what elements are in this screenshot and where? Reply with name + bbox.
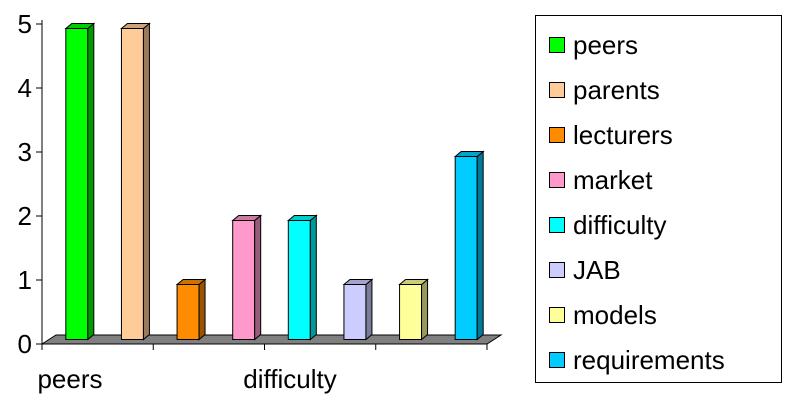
- legend-swatch: [549, 352, 565, 368]
- bar-side: [254, 214, 262, 341]
- legend-item-peers: peers: [549, 30, 638, 60]
- y-tick-label: 4: [18, 73, 32, 103]
- legend-item-jab: JAB: [549, 255, 621, 285]
- bar-parents: [120, 28, 144, 340]
- legend-label: models: [573, 300, 657, 330]
- bar-top: [286, 215, 318, 221]
- legend-label: requirements: [573, 345, 725, 375]
- x-tick-label: peers: [37, 364, 102, 394]
- bar-lecturers: [176, 284, 200, 340]
- legend-swatch: [549, 262, 565, 278]
- y-tick-label: 2: [18, 201, 32, 231]
- bar-chart: 0 1 2 3 4 5 peers difficulty: [18, 9, 503, 394]
- legend-label: JAB: [573, 255, 621, 285]
- bar-top: [398, 279, 429, 285]
- bar-top: [175, 279, 207, 285]
- bar-JAB: [343, 284, 367, 340]
- bar-difficulty: [287, 220, 311, 340]
- legend-item-lecturers: lecturers: [549, 120, 673, 150]
- bar-side: [365, 278, 373, 341]
- bar-requirements: [454, 156, 478, 340]
- legend-item-parents: parents: [549, 75, 660, 105]
- legend-swatch: [549, 217, 565, 233]
- bar-top: [342, 279, 374, 285]
- bar-top: [64, 23, 96, 29]
- y-tick-label: 0: [18, 329, 32, 359]
- bar-peers: [65, 28, 89, 340]
- y-tick-label: 3: [18, 137, 32, 167]
- legend-label: difficulty: [573, 210, 667, 240]
- bar-side: [421, 278, 429, 341]
- y-tick-label: 1: [18, 265, 32, 295]
- legend-label: market: [573, 165, 653, 195]
- legend-label: peers: [573, 30, 639, 60]
- bar-models: [399, 284, 423, 340]
- bar-side: [476, 150, 484, 341]
- legend-item-requirements: requirements: [549, 345, 725, 375]
- bar-side: [198, 278, 206, 341]
- legend-item-market: market: [549, 165, 652, 195]
- legend-swatch: [549, 307, 565, 323]
- bar-market: [232, 220, 256, 340]
- legend-item-difficulty: difficulty: [549, 210, 666, 240]
- bar-top: [120, 23, 151, 29]
- bar-side: [87, 22, 95, 341]
- legend-swatch: [549, 172, 565, 188]
- bar-top: [453, 151, 485, 157]
- bar-side: [142, 22, 150, 341]
- y-tick-label: 5: [18, 9, 32, 39]
- x-tick-label: difficulty: [243, 364, 336, 394]
- chart-floor: [40, 334, 503, 345]
- legend-label: lecturers: [573, 120, 673, 150]
- bar-top: [231, 215, 263, 221]
- chart-legend: peers parents lecturers market difficult…: [535, 15, 782, 383]
- legend-item-models: models: [549, 300, 657, 330]
- legend-swatch: [549, 82, 565, 98]
- legend-label: parents: [573, 75, 660, 105]
- bar-side: [309, 214, 317, 341]
- legend-swatch: [549, 127, 565, 143]
- legend-swatch: [549, 37, 565, 53]
